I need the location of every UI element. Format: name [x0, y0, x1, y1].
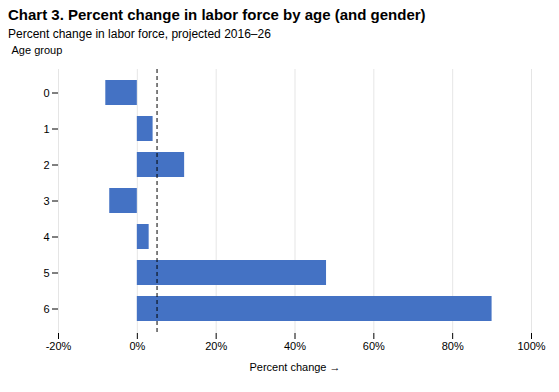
svg-text:4: 4 — [43, 231, 49, 243]
svg-text:Percent change →: Percent change → — [249, 361, 340, 373]
svg-text:5: 5 — [43, 267, 49, 279]
svg-text:0: 0 — [43, 87, 49, 99]
svg-text:6: 6 — [43, 303, 49, 315]
svg-text:-20%: -20% — [46, 340, 72, 352]
html-text:Percent change in labor force,: Percent change in labor force, projected… — [8, 27, 271, 41]
svg-text:20%: 20% — [205, 340, 227, 352]
svg-text:Age group: Age group — [12, 44, 63, 56]
svg-text:100%: 100% — [517, 340, 545, 352]
svg-text:2: 2 — [43, 159, 49, 171]
svg-text:60%: 60% — [363, 340, 385, 352]
svg-text:0%: 0% — [129, 340, 145, 352]
svg-text:80%: 80% — [442, 340, 464, 352]
svg-text:40%: 40% — [284, 340, 306, 352]
html-text:Chart 3. Percent change in lab: Chart 3. Percent change in labor force b… — [8, 6, 426, 23]
svg-text:1: 1 — [43, 123, 49, 135]
svg-text:3: 3 — [43, 195, 49, 207]
